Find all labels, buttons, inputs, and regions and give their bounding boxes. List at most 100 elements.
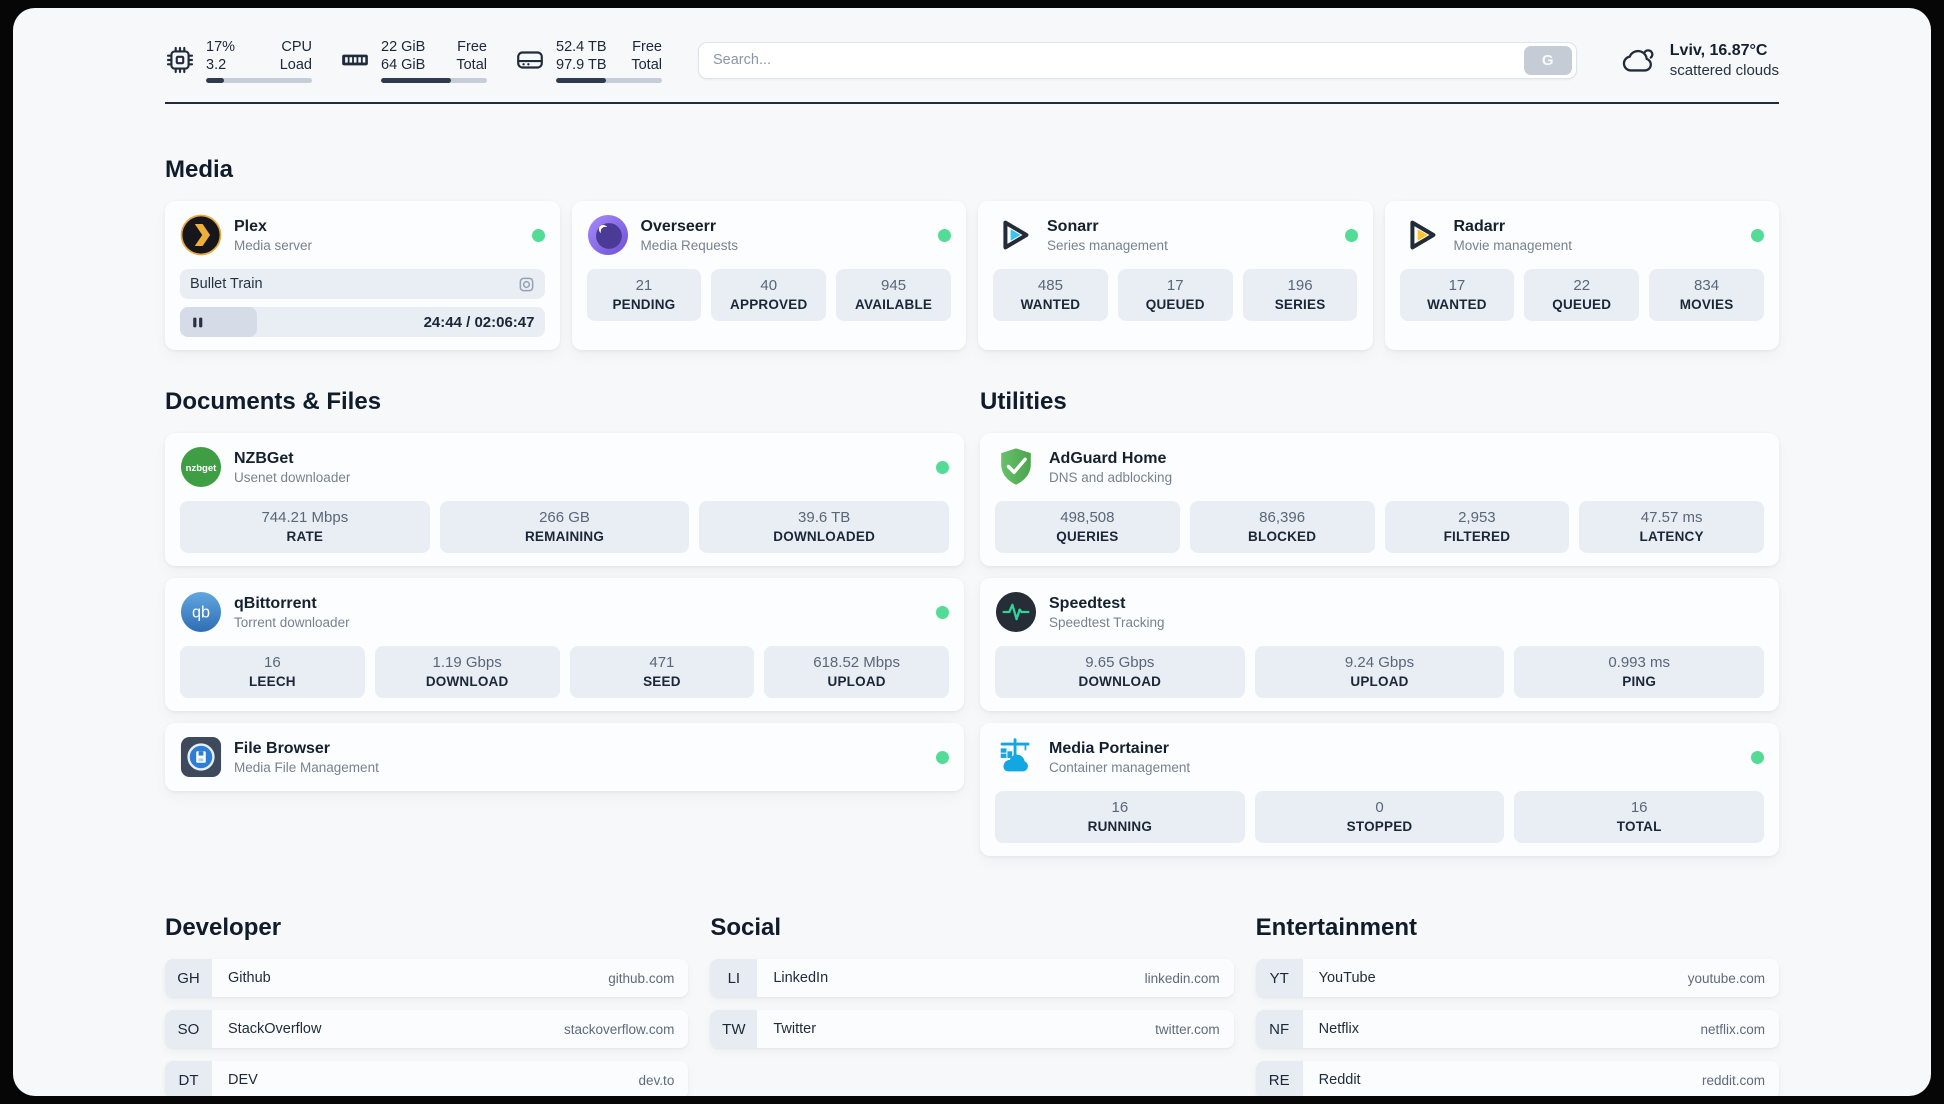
stat-pending: 21 PENDING xyxy=(586,269,702,321)
github-badge: GH xyxy=(165,959,212,997)
bookmark-dev[interactable]: DT DEV dev.to xyxy=(165,1061,689,1096)
utilities-column: Utilities xyxy=(980,388,1779,856)
stat-queued: 22 QUEUED xyxy=(1524,269,1640,321)
reddit-badge: RE xyxy=(1255,1061,1303,1096)
status-dot xyxy=(1344,228,1358,242)
status-dot xyxy=(531,228,545,242)
bookmark-reddit[interactable]: RE Reddit reddit.com xyxy=(1255,1061,1779,1096)
session-icon xyxy=(518,276,535,293)
now-playing-row: Bullet Train xyxy=(180,269,545,299)
app-card-speedtest[interactable]: Speedtest Speedtest Tracking 9.65 Gbps D… xyxy=(980,578,1779,711)
app-name: Overseerr xyxy=(640,217,717,235)
cpu-load-label: Load xyxy=(279,56,312,73)
app-card-overseerr[interactable]: Overseerr Media Requests 21 PENDING 40 A… xyxy=(571,201,966,350)
app-card-qbittorrent[interactable]: qb qBittorrent Torrent downloader 16 LEE… xyxy=(165,578,964,711)
stat-seed: 471 SEED xyxy=(569,646,755,698)
app-subtitle: Series management xyxy=(1047,237,1168,253)
app-subtitle: Container management xyxy=(1049,759,1191,775)
svg-text:qb: qb xyxy=(192,604,210,622)
app-card-plex[interactable]: Plex Media server Bullet Train xyxy=(165,201,560,350)
cpu-progress-bar xyxy=(206,77,312,83)
app-card-portainer[interactable]: Media Portainer Container management 16 … xyxy=(980,723,1779,856)
cloud-icon xyxy=(1619,41,1657,79)
app-card-radarr[interactable]: Radarr Movie management 17 WANTED 22 QUE… xyxy=(1384,201,1779,350)
bookmark-linkedin[interactable]: LI LinkedIn linkedin.com xyxy=(710,959,1234,997)
dashboard-page: 17% CPU 3.2 Load xyxy=(13,8,1931,1096)
nzbget-icon: nzbget xyxy=(180,446,222,488)
app-card-filebrowser[interactable]: File Browser Media File Management xyxy=(165,723,964,791)
stat-blocked: 86,396 BLOCKED xyxy=(1189,501,1375,553)
pause-icon xyxy=(190,315,205,330)
topbar: 17% CPU 3.2 Load xyxy=(165,34,1779,86)
section-title-utilities: Utilities xyxy=(980,388,1067,415)
app-name: Sonarr xyxy=(1047,217,1099,235)
stat-queries: 498,508 QUERIES xyxy=(995,501,1180,553)
sonarr-icon xyxy=(993,214,1035,256)
cpu-icon xyxy=(165,45,195,75)
stat-movies: 834 MOVIES xyxy=(1649,269,1764,321)
search-input[interactable] xyxy=(713,52,1524,68)
app-card-nzbget[interactable]: nzbget NZBGet Usenet downloader 744.21 M… xyxy=(165,433,964,566)
search-engine-button[interactable]: G xyxy=(1523,45,1572,75)
app-name: NZBGet xyxy=(234,449,294,467)
social-section: Social LI LinkedIn linkedin.com TW Twitt… xyxy=(710,914,1234,1096)
app-subtitle: Media Requests xyxy=(640,237,739,253)
stat-downloaded: 39.6 TB DOWNLOADED xyxy=(699,501,950,553)
stackoverflow-badge: SO xyxy=(165,1010,212,1048)
app-card-adguard[interactable]: AdGuard Home DNS and adblocking 498,508 … xyxy=(980,433,1779,566)
stat-running: 16 RUNNING xyxy=(995,791,1245,843)
memory-progress-bar xyxy=(381,77,487,83)
stat-download: 1.19 Gbps DOWNLOAD xyxy=(374,646,560,698)
cpu-load-value: 3.2 xyxy=(206,56,227,73)
stat-latency: 47.57 ms LATENCY xyxy=(1579,501,1764,553)
section-title-documents: Documents & Files xyxy=(165,388,382,415)
bookmark-name: Netflix xyxy=(1318,1021,1359,1037)
bookmark-domain: twitter.com xyxy=(1155,1021,1220,1037)
media-card-grid: Plex Media server Bullet Train xyxy=(165,201,1779,350)
filebrowser-icon xyxy=(180,736,222,778)
app-name: File Browser xyxy=(234,739,331,757)
stat-wanted: 17 WANTED xyxy=(1399,269,1515,321)
app-name: AdGuard Home xyxy=(1049,449,1167,467)
bookmark-name: Github xyxy=(228,970,271,986)
cpu-usage-label: CPU xyxy=(281,38,312,55)
cpu-usage-value: 17% xyxy=(206,38,236,55)
stat-leech: 16 LEECH xyxy=(180,646,365,698)
netflix-badge: NF xyxy=(1255,1010,1303,1048)
app-name: Speedtest xyxy=(1049,594,1126,612)
system-stats: 17% CPU 3.2 Load xyxy=(165,38,662,83)
stat-stopped: 0 STOPPED xyxy=(1254,791,1505,843)
developer-section: Developer GH Github github.com SO StackO… xyxy=(165,914,689,1096)
header-divider xyxy=(165,102,1779,104)
bookmark-domain: github.com xyxy=(608,970,675,986)
section-title-media: Media xyxy=(165,156,234,183)
bookmark-domain: linkedin.com xyxy=(1144,970,1220,986)
app-subtitle: Media File Management xyxy=(234,759,379,775)
status-dot xyxy=(936,750,949,764)
storage-total-label: Total xyxy=(631,56,662,73)
qbittorrent-icon: qb xyxy=(180,591,222,633)
app-card-sonarr[interactable]: Sonarr Series management 485 WANTED 17 Q… xyxy=(978,201,1373,350)
app-subtitle: Usenet downloader xyxy=(234,469,351,485)
bookmark-name: LinkedIn xyxy=(773,970,829,986)
app-subtitle: Speedtest Tracking xyxy=(1049,614,1165,630)
bookmark-youtube[interactable]: YT YouTube youtube.com xyxy=(1255,959,1779,997)
adguard-icon xyxy=(995,446,1037,488)
storage-free-value: 52.4 TB xyxy=(556,38,607,55)
bookmark-netflix[interactable]: NF Netflix netflix.com xyxy=(1255,1010,1779,1048)
bookmark-stackoverflow[interactable]: SO StackOverflow stackoverflow.com xyxy=(165,1010,689,1048)
app-subtitle: Media server xyxy=(234,237,313,253)
bookmark-name: StackOverflow xyxy=(228,1021,322,1037)
now-playing-title: Bullet Train xyxy=(190,276,263,292)
portainer-icon xyxy=(995,736,1037,778)
stat-upload: 618.52 Mbps UPLOAD xyxy=(764,646,949,698)
dev-badge: DT xyxy=(165,1061,212,1096)
status-dot xyxy=(936,460,949,474)
stat-wanted: 485 WANTED xyxy=(993,269,1108,321)
radarr-icon xyxy=(1400,214,1442,256)
overseerr-icon xyxy=(587,214,629,256)
bookmark-github[interactable]: GH Github github.com xyxy=(165,959,689,997)
bookmark-twitter[interactable]: TW Twitter twitter.com xyxy=(710,1010,1234,1048)
memory-free-value: 22 GiB xyxy=(381,38,426,55)
storage-total-value: 97.9 TB xyxy=(556,56,607,73)
